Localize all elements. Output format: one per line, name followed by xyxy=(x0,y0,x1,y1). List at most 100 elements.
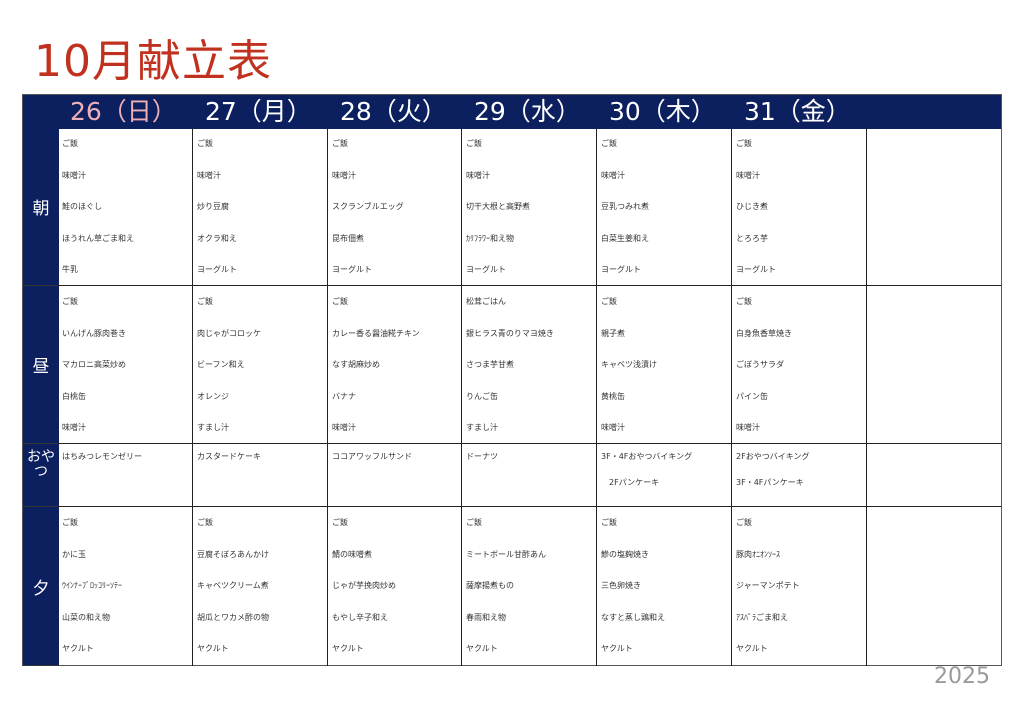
menu-item: じゃが芋挽肉炒め xyxy=(332,581,396,591)
menu-item: ご飯 xyxy=(332,297,348,306)
menu-item: ｱｽﾊﾟﾗごま和え xyxy=(736,612,788,622)
menu-item: ご飯 xyxy=(736,297,752,306)
menu-cell-lunch: 松茸ごはん 銀ヒラス青のりマヨ焼き さつま芋甘煮 りんご缶 すまし汁 xyxy=(462,286,597,444)
empty-cell xyxy=(867,444,1001,507)
menu-cell-breakfast: ご飯 味噌汁 スクランブルエッグ 昆布佃煮 ヨーグルト xyxy=(328,128,462,286)
menu-item: いんげん豚肉巻き xyxy=(62,328,126,338)
menu-item: 味噌汁 xyxy=(197,170,221,180)
menu-item: オレンジ xyxy=(197,391,229,401)
menu-cell-dinner: ご飯 かに玉 ｳｲﾝﾅｰﾌﾞﾛｯｺﾘｰｿﾃｰ 山菜の和え物 ヤクルト xyxy=(58,507,193,666)
menu-item: ヨーグルト xyxy=(601,265,641,275)
menu-cell-dinner: ご飯 鰺の塩麹焼き 三色卵焼き なすと蒸し鶏和え ヤクルト xyxy=(597,507,732,666)
menu-item: 白菜生姜和え xyxy=(601,233,649,243)
menu-cell-snack: 2Fおやつバイキング 3F・4Fパンケーキ xyxy=(732,444,867,507)
menu-item: ご飯 xyxy=(601,139,617,148)
menu-cell-dinner: ご飯 豚肉ｵﾆｵﾝｿｰｽ ジャーマンポテト ｱｽﾊﾟﾗごま和え ヤクルト xyxy=(732,507,867,666)
menu-item: ご飯 xyxy=(736,518,752,527)
menu-item: 鰺の塩麹焼き xyxy=(601,549,649,559)
menu-item: ご飯 xyxy=(332,139,348,148)
menu-item: 豆乳つみれ煮 xyxy=(601,202,649,212)
day-header-row: 26（日） 27（月） 28（火） 29（水） 30（木） 31（金） xyxy=(23,95,1001,129)
menu-cell-breakfast: ご飯 味噌汁 切干大根と高野煮 ｶﾘﾌﾗﾜｰ和え物 ヨーグルト xyxy=(462,128,597,286)
menu-table: 26（日） 27（月） 28（火） 29（水） 30（木） 31（金） 朝ご飯 味噌汁 鮭のほ… xyxy=(22,94,1002,666)
menu-item: なす胡麻炒め xyxy=(332,360,380,370)
menu-item: オクラ和え xyxy=(197,233,237,243)
menu-cell-lunch: ご飯 白身魚香草焼き ごぼうサラダ パイン缶 味噌汁 xyxy=(732,286,867,444)
meal-label-breakfast: 朝 xyxy=(23,128,59,286)
menu-item: 3F・4Fパンケーキ xyxy=(736,478,804,487)
menu-item: 味噌汁 xyxy=(736,423,760,433)
menu-item: ご飯 xyxy=(466,139,482,148)
menu-item: りんご缶 xyxy=(466,391,498,401)
day-header: 28（火） xyxy=(340,97,447,126)
menu-cell-snack: 3F・4Fおやつバイキング 2Fパンケーキ xyxy=(597,444,732,507)
menu-cell-breakfast: ご飯 味噌汁 豆乳つみれ煮 白菜生姜和え ヨーグルト xyxy=(597,128,732,286)
menu-item: ヨーグルト xyxy=(197,265,237,275)
menu-item: 炒り豆腐 xyxy=(197,202,229,212)
menu-item: ご飯 xyxy=(466,518,482,527)
menu-item: 味噌汁 xyxy=(332,423,356,433)
menu-item: ご飯 xyxy=(601,297,617,306)
menu-item: ヤクルト xyxy=(62,644,94,654)
menu-item: かに玉 xyxy=(62,549,86,559)
menu-item: 味噌汁 xyxy=(62,423,86,433)
empty-cell xyxy=(867,286,1001,444)
menu-item: ご飯 xyxy=(197,518,213,527)
menu-item: 白桃缶 xyxy=(62,391,86,401)
menu-cell-snack: ドーナツ xyxy=(462,444,597,507)
menu-cell-lunch: ご飯 カレー香る醤油糀チキン なす胡麻炒め バナナ 味噌汁 xyxy=(328,286,462,444)
meal-label-snack: おやつ xyxy=(23,444,59,507)
menu-item: 味噌汁 xyxy=(62,170,86,180)
menu-item: はちみつレモンゼリー xyxy=(62,452,142,461)
menu-item: 2Fおやつバイキング xyxy=(736,452,810,461)
menu-item: 味噌汁 xyxy=(332,170,356,180)
menu-item: ミートボール甘酢あん xyxy=(466,549,546,559)
menu-item: とろろ芋 xyxy=(736,233,768,243)
menu-item: ご飯 xyxy=(62,139,78,148)
menu-cell-dinner: ご飯 ミートボール甘酢あん 薩摩揚煮もの 春雨和え物 ヤクルト xyxy=(462,507,597,666)
menu-cell-snack: カスタードケーキ xyxy=(193,444,328,507)
day-header: 29（水） xyxy=(474,97,581,126)
menu-item: 肉じゃがコロッケ xyxy=(197,328,261,338)
menu-item: ご飯 xyxy=(332,518,348,527)
menu-item: 2Fパンケーキ xyxy=(601,478,660,487)
menu-item: 胡瓜とワカメ酢の物 xyxy=(197,612,269,622)
menu-item: 親子煮 xyxy=(601,328,625,338)
menu-item: 味噌汁 xyxy=(466,170,490,180)
menu-item: すまし汁 xyxy=(197,423,229,433)
menu-item: 三色卵焼き xyxy=(601,581,641,591)
menu-item: ご飯 xyxy=(197,297,213,306)
empty-cell xyxy=(867,507,1001,666)
menu-item: もやし辛子和え xyxy=(332,612,388,622)
menu-cell-lunch: ご飯 肉じゃがコロッケ ビーフン和え オレンジ すまし汁 xyxy=(193,286,328,444)
menu-item: ほうれん草ごま和え xyxy=(62,233,134,243)
menu-item: ｶﾘﾌﾗﾜｰ和え物 xyxy=(466,233,514,243)
menu-item: ココアワッフルサンド xyxy=(332,452,412,461)
menu-cell-dinner: ご飯 豆腐そぼろあんかけ キャベツクリーム煮 胡瓜とワカメ酢の物 ヤクルト xyxy=(193,507,328,666)
menu-cell-breakfast: ご飯 味噌汁 ひじき煮 とろろ芋 ヨーグルト xyxy=(732,128,867,286)
menu-item: 豚肉ｵﾆｵﾝｿｰｽ xyxy=(736,549,780,559)
menu-item: ヨーグルト xyxy=(736,265,776,275)
menu-item: ドーナツ xyxy=(466,452,498,461)
meal-label-lunch: 昼 xyxy=(23,286,59,444)
empty-cell xyxy=(867,128,1001,286)
menu-item: ヤクルト xyxy=(736,644,768,654)
menu-cell-dinner: ご飯 鯖の味噌煮 じゃが芋挽肉炒め もやし辛子和え ヤクルト xyxy=(328,507,462,666)
menu-item: 3F・4Fおやつバイキング xyxy=(601,452,693,461)
day-header: 26（日） xyxy=(70,97,177,126)
menu-item: ｳｲﾝﾅｰﾌﾞﾛｯｺﾘｰｿﾃｰ xyxy=(62,581,122,591)
menu-item: 切干大根と高野煮 xyxy=(466,202,530,212)
menu-item: カレー香る醤油糀チキン xyxy=(332,328,420,338)
menu-item: ご飯 xyxy=(736,139,752,148)
menu-item: ご飯 xyxy=(62,518,78,527)
menu-cell-breakfast: ご飯 味噌汁 鮭のほぐし ほうれん草ごま和え 牛乳 xyxy=(58,128,193,286)
menu-item: ヤクルト xyxy=(197,644,229,654)
menu-item: カスタードケーキ xyxy=(197,452,261,461)
page-title: 10月献立表 xyxy=(34,36,272,87)
menu-item: 牛乳 xyxy=(62,265,78,275)
day-header: 31（金） xyxy=(744,97,851,126)
menu-item: 昆布佃煮 xyxy=(332,233,364,243)
menu-item: 黄桃缶 xyxy=(601,391,625,401)
menu-item: さつま芋甘煮 xyxy=(466,360,514,370)
day-header: 27（月） xyxy=(205,97,312,126)
